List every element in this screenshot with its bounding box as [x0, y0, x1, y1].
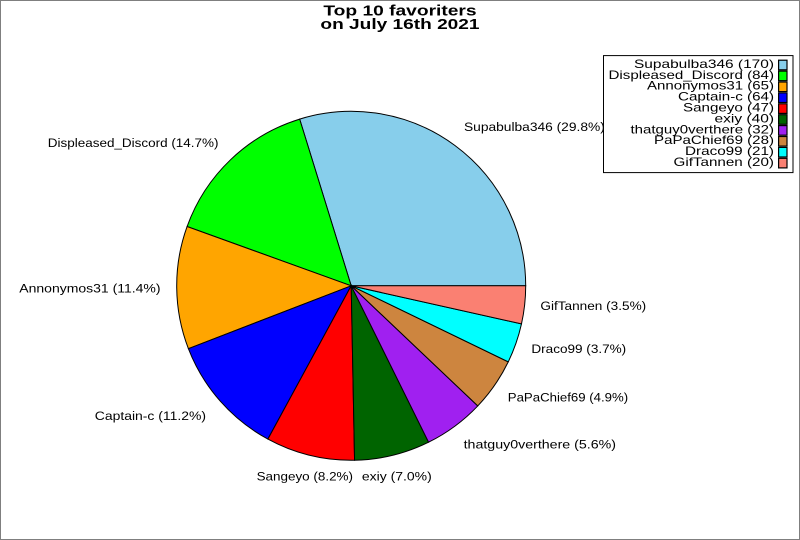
svg-text:Captain-c (11.2%): Captain-c (11.2%)	[95, 409, 206, 423]
svg-text:Sangeyo (8.2%): Sangeyo (8.2%)	[257, 469, 353, 483]
svg-text:Displeased_Discord (84): Displeased_Discord (84)	[609, 68, 775, 82]
svg-text:Supabulba346 (170): Supabulba346 (170)	[634, 57, 774, 71]
svg-text:on July 16th 2021: on July 16th 2021	[320, 17, 479, 33]
svg-text:Annonymos31 (65): Annonymos31 (65)	[647, 79, 774, 93]
svg-text:Draco99 (3.7%): Draco99 (3.7%)	[531, 342, 626, 356]
svg-text:thatguy0verthere (32): thatguy0verthere (32)	[631, 122, 775, 136]
svg-text:Annonymos31 (11.4%): Annonymos31 (11.4%)	[19, 282, 160, 296]
svg-text:PaPaChief69 (28): PaPaChief69 (28)	[654, 133, 774, 147]
svg-text:exiy (40): exiy (40)	[715, 111, 775, 125]
svg-text:GifTannen (20): GifTannen (20)	[674, 155, 775, 169]
svg-text:Sangeyo (47): Sangeyo (47)	[683, 101, 774, 115]
svg-text:Displeased_Discord (14.7%): Displeased_Discord (14.7%)	[48, 136, 219, 150]
svg-text:GifTannen (3.5%): GifTannen (3.5%)	[540, 299, 646, 313]
svg-text:PaPaChief69 (4.9%): PaPaChief69 (4.9%)	[508, 390, 628, 404]
svg-text:Supabulba346 (29.8%): Supabulba346 (29.8%)	[464, 120, 605, 134]
svg-text:exiy (7.0%): exiy (7.0%)	[362, 469, 432, 483]
svg-text:Draco99 (21): Draco99 (21)	[685, 144, 774, 158]
svg-text:thatguy0verthere (5.6%): thatguy0verthere (5.6%)	[464, 438, 616, 452]
svg-text:Top 10 favoriters: Top 10 favoriters	[323, 4, 476, 20]
svg-text:Captain-c (64): Captain-c (64)	[678, 90, 774, 104]
